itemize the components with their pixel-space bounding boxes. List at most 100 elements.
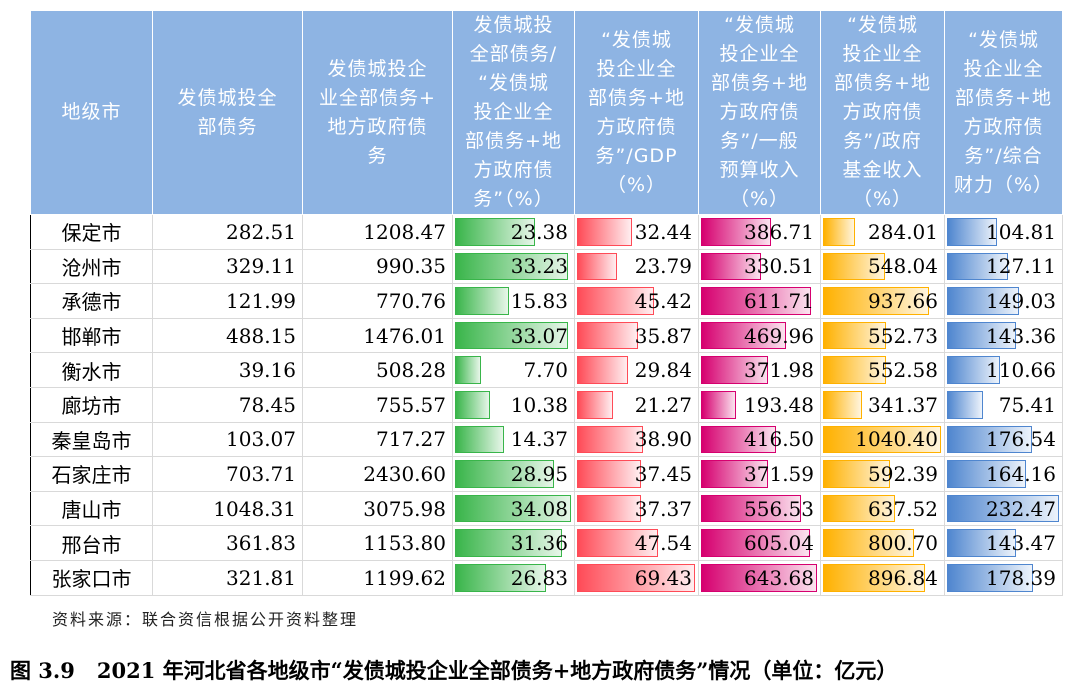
ratio-cell-c3: 33.07 <box>452 317 575 354</box>
data-bar <box>823 529 914 557</box>
table-row: 邢台市 361.83 1153.80 31.36 47.54 605.04 800.70 14… <box>30 525 1063 561</box>
ratio-value: 45.42 <box>634 288 692 313</box>
ratio-value: 284.01 <box>868 219 938 244</box>
city-cell: 唐山市 <box>30 490 153 527</box>
value-cell-c1: 488.15 <box>152 317 303 354</box>
value-cell-c2: 990.35 <box>302 248 453 285</box>
header-ratio-share: 发债城投 全部债务/ “发债城 投企业全 部债务+地 方政府债 务”（%） <box>452 10 575 215</box>
ratio-value: 47.54 <box>634 531 692 556</box>
table-row: 衡水市 39.16 508.28 7.70 29.84 371.98 552.58 110.6… <box>30 352 1063 388</box>
ratio-cell-c4: 29.84 <box>574 352 699 388</box>
ratio-value: 164.16 <box>986 461 1056 486</box>
ratio-cell-c5: 605.04 <box>698 525 821 561</box>
data-bar <box>823 425 941 454</box>
ratio-cell-c5: 193.48 <box>698 386 821 423</box>
table-row: 张家口市 321.81 1199.62 26.83 69.43 643.68 896.84 1… <box>30 559 1063 596</box>
ratio-cell-c4: 45.42 <box>574 283 699 319</box>
ratio-value: 33.23 <box>510 254 568 279</box>
value-cell-c2: 3075.98 <box>302 490 453 527</box>
ratio-cell-c7: 143.36 <box>944 317 1063 354</box>
ratio-cell-c7: 149.03 <box>944 283 1063 319</box>
ratio-value: 193.48 <box>744 392 814 417</box>
data-bar <box>577 425 643 454</box>
ratio-value: 371.98 <box>744 358 814 383</box>
data-bar <box>455 218 535 246</box>
data-bar <box>947 460 1026 488</box>
ratio-value: 23.38 <box>510 219 568 244</box>
value-cell-c2: 1476.01 <box>302 317 453 354</box>
ratio-value: 75.41 <box>998 392 1056 417</box>
header-row: 地级市 发债城投全 部债务 发债城投企 业全部债务+ 地方政府债 务 发债城投 … <box>30 10 1063 215</box>
ratio-value: 552.73 <box>868 323 938 348</box>
caption-number: 图 3.9 <box>10 658 75 683</box>
header-ratio-fund: “发债城 投企业全 部债务+地 方政府债 务”/政府 基金收入 （%） <box>820 10 945 215</box>
value-cell-c1: 282.51 <box>152 214 303 250</box>
data-bar <box>947 390 983 419</box>
city-cell: 邢台市 <box>30 525 153 561</box>
table-row: 邯郸市 488.15 1476.01 33.07 35.87 469.96 552.73 14… <box>30 317 1063 354</box>
ratio-value: 14.37 <box>510 427 568 452</box>
ratio-value: 1040.40 <box>855 427 938 452</box>
ratio-value: 69.43 <box>634 565 692 590</box>
ratio-value: 592.39 <box>868 461 938 486</box>
data-bar <box>577 218 632 246</box>
value-cell-c1: 103.07 <box>152 421 303 458</box>
data-bar <box>701 390 736 419</box>
ratio-cell-c5: 643.68 <box>698 559 821 596</box>
data-bar <box>947 321 1016 350</box>
data-bar <box>577 563 695 592</box>
ratio-value: 127.11 <box>986 254 1056 279</box>
table-row: 唐山市 1048.31 3075.98 34.08 37.37 556.53 637.52 2… <box>30 490 1063 527</box>
ratio-cell-c3: 14.37 <box>452 421 575 458</box>
header-ratio-gdp: “发债城 投企业全 部债务+地 方政府债 务”/GDP （%） <box>574 10 699 215</box>
ratio-value: 31.36 <box>510 531 568 556</box>
ratio-cell-c7: 104.81 <box>944 214 1063 250</box>
ratio-value: 149.03 <box>986 288 1056 313</box>
data-bar <box>947 356 1000 384</box>
city-cell: 秦皇岛市 <box>30 421 153 458</box>
data-bar <box>455 529 562 557</box>
data-bar <box>577 287 654 315</box>
table-row: 秦皇岛市 103.07 717.27 14.37 38.90 416.50 1040.40 1… <box>30 421 1063 458</box>
data-bar <box>947 563 1033 592</box>
table-row: 廊坊市 78.45 755.57 10.38 21.27 193.48 341.37 75.4… <box>30 386 1063 423</box>
data-bar <box>577 529 658 557</box>
ratio-cell-c5: 611.71 <box>698 283 821 319</box>
data-bar <box>701 252 761 281</box>
table-row: 石家庄市 703.71 2430.60 28.95 37.45 371.59 592.39 1… <box>30 456 1063 492</box>
ratio-cell-c7: 232.47 <box>944 490 1063 527</box>
ratio-value: 33.07 <box>510 323 568 348</box>
data-bar <box>455 563 546 592</box>
ratio-value: 23.79 <box>634 254 692 279</box>
ratio-cell-c6: 800.70 <box>820 525 945 561</box>
data-bar <box>947 529 1016 557</box>
ratio-cell-c7: 75.41 <box>944 386 1063 423</box>
city-cell: 石家庄市 <box>30 456 153 492</box>
data-bar <box>823 252 885 281</box>
header-city: 地级市 <box>30 10 153 215</box>
table-row: 沧州市 329.11 990.35 33.23 23.79 330.51 548.04 127… <box>30 248 1063 285</box>
value-cell-c1: 78.45 <box>152 386 303 423</box>
ratio-value: 896.84 <box>868 565 938 590</box>
ratio-cell-c3: 34.08 <box>452 490 575 527</box>
ratio-value: 643.68 <box>744 565 814 590</box>
ratio-cell-c3: 23.38 <box>452 214 575 250</box>
ratio-cell-c5: 330.51 <box>698 248 821 285</box>
ratio-cell-c4: 21.27 <box>574 386 699 423</box>
data-bar <box>947 287 1019 315</box>
ratio-value: 469.96 <box>744 323 814 348</box>
ratio-value: 386.71 <box>744 219 814 244</box>
ratio-cell-c5: 469.96 <box>698 317 821 354</box>
city-cell: 衡水市 <box>30 352 153 388</box>
value-cell-c1: 321.81 <box>152 559 303 596</box>
ratio-value: 21.27 <box>634 392 692 417</box>
value-cell-c1: 39.16 <box>152 352 303 388</box>
value-cell-c1: 361.83 <box>152 525 303 561</box>
data-bar <box>701 529 810 557</box>
value-cell-c2: 1199.62 <box>302 559 453 596</box>
data-bar <box>455 390 490 419</box>
ratio-cell-c6: 341.37 <box>820 386 945 423</box>
value-cell-c2: 1153.80 <box>302 525 453 561</box>
ratio-cell-c7: 110.66 <box>944 352 1063 388</box>
data-bar <box>701 460 768 488</box>
